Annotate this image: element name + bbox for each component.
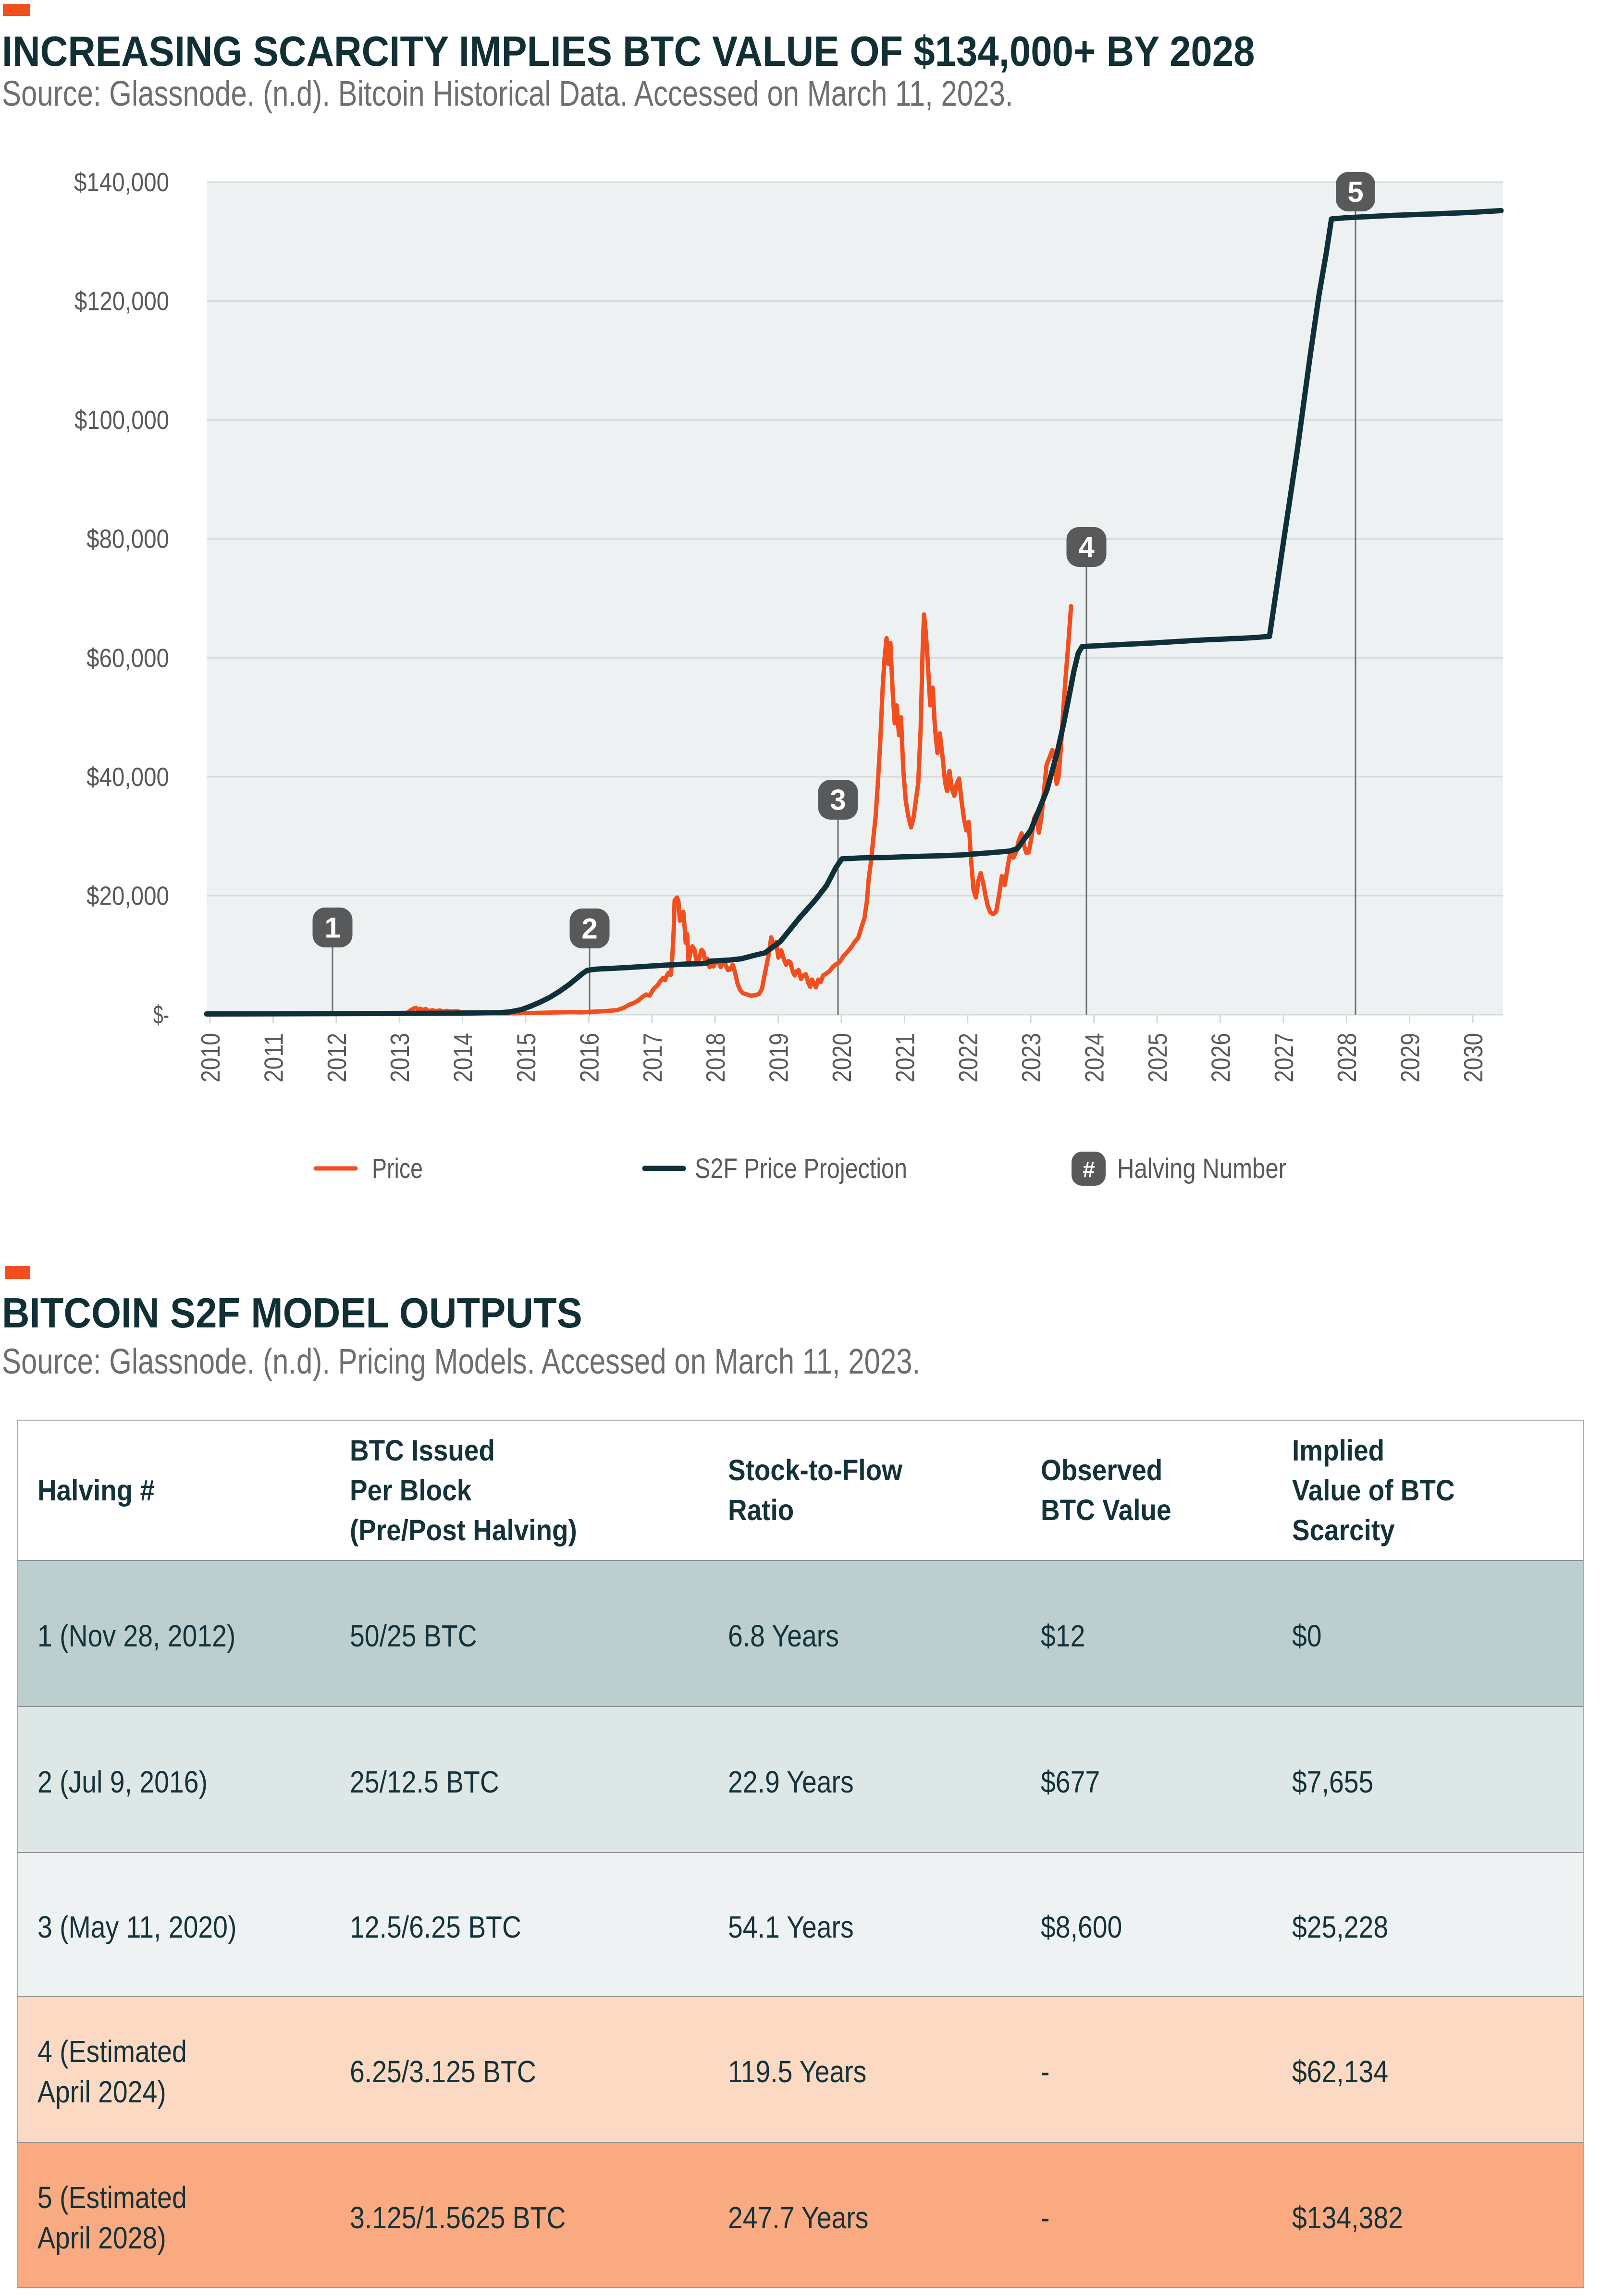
svg-text:$20,000: $20,000 [86, 881, 169, 910]
svg-text:2010: 2010 [196, 1033, 225, 1082]
svg-text:2014: 2014 [448, 1033, 478, 1082]
svg-text:$60,000: $60,000 [86, 643, 169, 673]
svg-text:2021: 2021 [890, 1033, 920, 1082]
svg-text:S2F Price Projection: S2F Price Projection [695, 1153, 907, 1184]
svg-text:2025: 2025 [1143, 1033, 1172, 1082]
svg-text:2029: 2029 [1395, 1033, 1425, 1082]
svg-text:2020: 2020 [827, 1033, 857, 1082]
svg-text:2: 2 [581, 913, 597, 945]
svg-text:$40,000: $40,000 [86, 762, 169, 792]
svg-text:2019: 2019 [764, 1033, 794, 1082]
svg-text:$120,000: $120,000 [74, 286, 169, 316]
svg-text:#: # [1083, 1157, 1095, 1182]
svg-text:2024: 2024 [1080, 1033, 1109, 1082]
svg-text:$-: $- [153, 1000, 169, 1030]
svg-text:$100,000: $100,000 [74, 405, 169, 435]
svg-text:Price: Price [372, 1153, 423, 1184]
svg-text:2026: 2026 [1206, 1033, 1235, 1082]
svg-text:2013: 2013 [385, 1033, 415, 1082]
svg-text:$80,000: $80,000 [86, 524, 169, 554]
svg-text:2012: 2012 [322, 1033, 352, 1082]
svg-text:Halving Number: Halving Number [1117, 1153, 1286, 1184]
svg-text:1: 1 [324, 912, 340, 944]
svg-text:2015: 2015 [511, 1033, 541, 1082]
svg-text:2018: 2018 [701, 1033, 730, 1082]
svg-text:5: 5 [1347, 176, 1363, 208]
svg-text:3: 3 [830, 784, 846, 816]
svg-text:2016: 2016 [574, 1033, 604, 1082]
svg-text:2030: 2030 [1458, 1033, 1488, 1082]
svg-text:2011: 2011 [259, 1033, 288, 1082]
svg-text:2028: 2028 [1332, 1033, 1362, 1082]
svg-text:2022: 2022 [953, 1033, 983, 1082]
svg-text:2023: 2023 [1016, 1033, 1046, 1082]
svg-text:2027: 2027 [1269, 1033, 1299, 1082]
svg-text:4: 4 [1078, 531, 1095, 564]
svg-text:$140,000: $140,000 [74, 167, 169, 197]
svg-text:2017: 2017 [638, 1033, 667, 1082]
